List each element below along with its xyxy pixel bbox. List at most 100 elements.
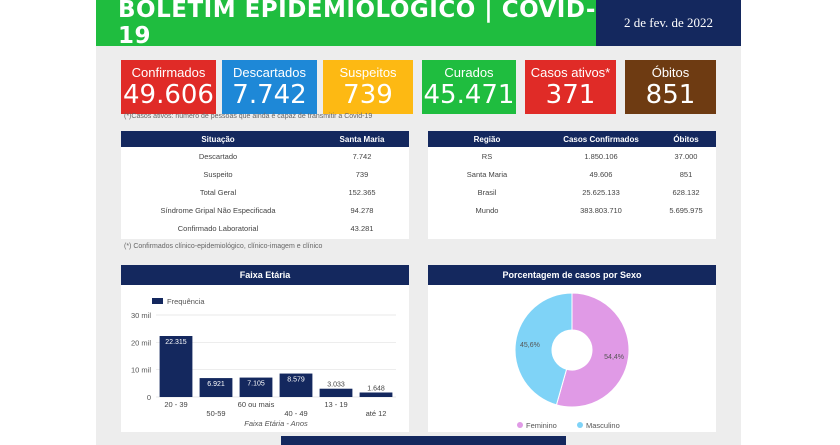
table-cell: 25.625.133: [582, 187, 620, 197]
table-row: Confirmado Laboratorial 43.281: [121, 219, 409, 237]
bar: [319, 388, 353, 397]
card-label: Óbitos: [651, 65, 690, 80]
column-header: Região: [473, 134, 501, 144]
y-tick-label: 20 mil: [131, 338, 151, 347]
bar: [159, 336, 193, 397]
pie-slice: [555, 292, 630, 408]
card-suspeitos: Suspeitos 739: [323, 60, 413, 114]
card-confirmados: Confirmados 49.606: [121, 60, 216, 114]
table-cell: 152.365: [348, 187, 376, 197]
table-cell: Total Geral: [199, 187, 237, 197]
x-tick-label: 40 - 49: [284, 409, 307, 418]
header-date-bar: 2 de fev. de 2022: [596, 0, 741, 46]
table-row: Santa Maria 49.606 851: [428, 165, 716, 183]
table-cell: Brasil: [477, 187, 497, 197]
column-header: Óbitos: [673, 134, 699, 144]
region-table: Região Casos Confirmados Óbitos RS 1.850…: [428, 131, 716, 239]
bar-value-label: 8.579: [287, 377, 305, 384]
table-header: Situação Santa Maria: [121, 131, 409, 147]
x-tick-label: até 12: [366, 409, 387, 418]
x-tick-label: 50-59: [206, 409, 225, 418]
report-date: 2 de fev. de 2022: [623, 15, 714, 30]
column-header: Situação: [201, 134, 235, 144]
card-obitos: Óbitos 851: [625, 60, 716, 114]
table-cell: 5.695.975: [669, 205, 703, 215]
table-row: RS 1.850.106 37.000: [428, 147, 716, 165]
bar-value-label: 1.648: [367, 385, 385, 392]
age-chart-panel: Faixa Etária Frequência 0 10 mil 20 mil 30 m…: [121, 265, 409, 432]
bar: [239, 377, 273, 397]
legend-label: Frequência: [167, 297, 205, 306]
bottom-bar: [281, 436, 566, 445]
table-header: Região Casos Confirmados Óbitos: [428, 131, 716, 147]
table-cell: 1.850.106: [584, 151, 618, 161]
table-cell: Suspeito: [203, 169, 233, 179]
x-tick-label: 60 ou mais: [238, 400, 275, 409]
bar-value-label: 6.921: [207, 381, 225, 388]
table-row: Descartado 7.742: [121, 147, 409, 165]
y-tick-label: 10 mil: [131, 366, 151, 375]
card-descartados: Descartados 7.742: [222, 60, 317, 114]
sex-chart-panel: Porcentagem de casos por Sexo 54,4% 45,6%…: [428, 265, 716, 432]
age-bar-chart: Frequência 0 10 mil 20 mil 30 mil 22.315 20 - …: [131, 297, 396, 428]
legend-swatch: [152, 298, 163, 304]
card-curados: Curados 45.471: [422, 60, 516, 114]
table-cell: Confirmado Laboratorial: [177, 223, 259, 233]
card-casos-ativos: Casos ativos* 371: [525, 60, 616, 114]
table-row: Mundo 383.803.710 5.695.975: [428, 201, 716, 219]
table-cell: 7.742: [352, 151, 372, 161]
page-title: BOLETIM EPIDEMIOLÓGICO | COVID-19: [118, 0, 596, 49]
x-axis-title: Faixa Etária - Anos: [244, 419, 308, 428]
card-label: Casos ativos*: [530, 65, 611, 80]
legend-swatch: [577, 422, 583, 428]
card-label: Confirmados: [131, 65, 206, 80]
card-label: Suspeitos: [339, 65, 397, 80]
bar: [359, 392, 393, 397]
card-value: 49.606: [123, 80, 214, 110]
card-value: 7.742: [232, 80, 307, 110]
table-cell: 49.606: [589, 169, 613, 179]
card-label: Curados: [444, 65, 494, 80]
table-cell: 628.132: [672, 187, 700, 197]
card-value: 851: [645, 80, 696, 110]
situation-table: Situação Santa Maria Descartado 7.742 Su…: [121, 131, 409, 239]
table-cell: 739: [355, 169, 369, 179]
table-cell: 94.278: [350, 205, 374, 215]
table-cell: Descartado: [198, 151, 238, 161]
card-label: Descartados: [233, 65, 306, 80]
card-value: 371: [545, 80, 596, 110]
card-value: 45.471: [423, 80, 515, 110]
card-value: 739: [343, 80, 393, 110]
table-cell: Mundo: [475, 205, 499, 215]
slice-value-label: 45,6%: [520, 342, 540, 349]
bar-value-label: 3.033: [327, 382, 345, 389]
panel-title: Faixa Etária: [121, 265, 409, 285]
table-row: Síndrome Gripal Não Especificada 94.278: [121, 201, 409, 219]
table-cell: 43.281: [350, 223, 374, 233]
table-row: Suspeito 739: [121, 165, 409, 183]
table-row: Brasil 25.625.133 628.132: [428, 183, 716, 201]
header-title-bar: BOLETIM EPIDEMIOLÓGICO | COVID-19: [96, 0, 596, 49]
y-tick-label: 0: [147, 393, 151, 402]
table-row: Total Geral 152.365: [121, 183, 409, 201]
slice-value-label: 54,4%: [604, 354, 624, 361]
table-cell: 851: [679, 169, 693, 179]
legend-label: Feminino: [526, 421, 557, 430]
active-cases-note: (*)Casos ativos: número de pessoas que a…: [124, 113, 373, 120]
table-cell: RS: [481, 151, 493, 161]
y-tick-label: 30 mil: [131, 311, 151, 320]
table-cell: 383.803.710: [580, 205, 622, 215]
column-header: Casos Confirmados: [563, 134, 639, 144]
table-cell: 37.000: [674, 151, 698, 161]
x-tick-label: 13 - 19: [324, 400, 347, 409]
table-cell: Santa Maria: [466, 169, 508, 179]
bar-value-label: 22.315: [165, 339, 187, 346]
confirmed-note: (*) Confirmados clínico-epidemiológico, …: [124, 243, 323, 250]
table-cell: Síndrome Gripal Não Especificada: [160, 205, 276, 215]
legend-label: Masculino: [586, 421, 620, 430]
x-tick-label: 20 - 39: [164, 400, 187, 409]
legend-swatch: [517, 422, 523, 428]
pie-slice: [514, 292, 573, 406]
column-header: Santa Maria: [339, 134, 385, 144]
bar-value-label: 7.105: [247, 381, 265, 388]
